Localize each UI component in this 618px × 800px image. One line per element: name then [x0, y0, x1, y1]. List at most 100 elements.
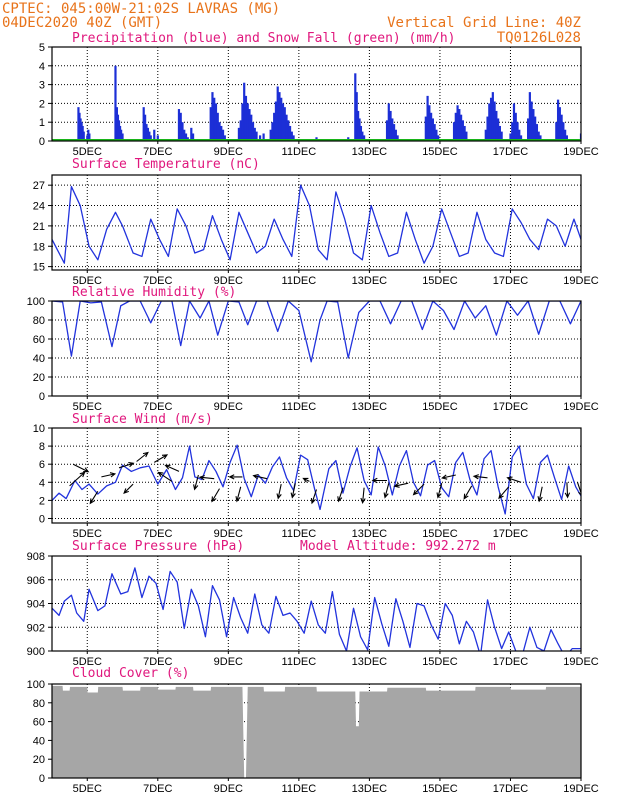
temp-ytick-label: 18: [33, 241, 45, 253]
pres-xtick-label: 11DEC: [282, 656, 317, 668]
precip-bar-63: [283, 107, 286, 141]
pres-title-extra: Model Altitude: 992.272 m: [300, 539, 496, 554]
precip-bar-96: [458, 109, 461, 141]
wind-arrow-0: [72, 463, 90, 473]
precip-bar-56: [271, 122, 274, 141]
precip-bar-49: [250, 114, 253, 141]
precip-bar-47: [246, 103, 249, 141]
precip-bar-130: [562, 122, 565, 141]
precip-bar-72: [355, 92, 358, 141]
temp-ytick-label: 27: [33, 180, 45, 192]
wind-ytick-label: 10: [33, 423, 45, 435]
cloud-xtick-label: 9DEC: [214, 783, 243, 795]
temp-ytick-label: 15: [33, 262, 45, 274]
precip-ytick-label: 4: [39, 61, 45, 73]
wind-ytick-label: 2: [39, 495, 45, 507]
precip-ytick-label: 3: [39, 80, 45, 92]
wind-arrow-21: [360, 487, 366, 504]
precip-bar-97: [459, 114, 463, 141]
precip-bar-114: [514, 112, 517, 141]
precip-bar-86: [426, 95, 429, 141]
precip-bar-78: [385, 120, 389, 141]
precip-bar-127: [556, 99, 560, 141]
panels-group: 0 1 2 3 4 5 5DEC 7DEC 9DEC 11DEC 13DEC 15DEC 17DEC 19…: [27, 31, 599, 795]
precip-bar-51: [253, 127, 256, 141]
temp-title: Surface Temperature (nC): [72, 157, 260, 172]
precip-ytick-label: 5: [39, 42, 45, 54]
precip-bar-64: [285, 114, 288, 141]
rh-xtick-label: 13DEC: [352, 401, 388, 413]
precip-bar-38: [218, 122, 221, 141]
wind-arrow-1: [69, 471, 86, 487]
precip-bar-24: [156, 135, 159, 141]
precip-bar-100: [465, 131, 468, 141]
precip-bar-54: [262, 133, 265, 141]
rh-xtick-label: 7DEC: [143, 401, 172, 413]
wind-arrow-4: [118, 462, 135, 469]
wind-xtick-label: 19DEC: [563, 528, 599, 540]
precip-bar-62: [281, 103, 285, 141]
pres-ytick-label: 906: [27, 575, 45, 587]
precip-bar-66: [288, 125, 292, 141]
wind-arrow-25: [412, 483, 425, 496]
wind-xtick-label: 9DEC: [214, 528, 243, 540]
cloud-xtick-label: 15DEC: [422, 783, 458, 795]
precip-bar-123: [535, 124, 539, 141]
wind-frame: [51, 427, 582, 524]
rh-ytick-label: 60: [33, 334, 45, 346]
precip-bar-81: [391, 118, 394, 141]
precip-bar-112: [511, 122, 514, 141]
temp-xtick-label: 7DEC: [143, 275, 172, 287]
rh-xtick-label: 15DEC: [422, 401, 458, 413]
precip-bar-88: [430, 112, 433, 141]
precip-bar-93: [452, 122, 456, 141]
rh-ytick-label: 80: [33, 315, 45, 327]
precip-bar-58: [274, 101, 278, 141]
wind-arrow-9: [164, 464, 180, 472]
header-model-code: TQ0126L028: [497, 30, 581, 46]
precip-ytick-label: 0: [39, 136, 45, 148]
precip-bar-75: [359, 125, 363, 141]
cloud-ytick-label: 20: [33, 754, 45, 766]
precip-bar-94: [454, 112, 457, 141]
temp-ytick-label: 24: [33, 201, 45, 213]
precip-bar-101: [484, 129, 487, 141]
wind-xtick-label: 5DEC: [73, 528, 102, 540]
precip-bar-27: [181, 122, 184, 141]
precip-bar-45: [243, 82, 246, 141]
precip-bar-108: [497, 118, 500, 141]
precip-bar-67: [290, 131, 293, 141]
temp-xtick-label: 9DEC: [214, 275, 243, 287]
wind-arrow-20: [337, 487, 344, 503]
wind-arrow-5: [136, 451, 149, 462]
wind-arrow-19: [310, 489, 318, 505]
pres-xtick-label: 9DEC: [214, 656, 243, 668]
precip-xtick-label: 19DEC: [563, 146, 599, 158]
precip-title: Precipitation (blue) and Snow Fall (gree…: [72, 31, 456, 46]
wind-xtick-label: 13DEC: [352, 528, 388, 540]
precip-bar-119: [528, 92, 531, 141]
precip-bar-22: [149, 135, 152, 141]
wind-arrow-28: [463, 485, 473, 500]
cloud-data: [52, 685, 581, 778]
precip-bar-111: [509, 133, 512, 141]
cloud-frame: [51, 683, 582, 779]
precip-bar-95: [456, 105, 459, 141]
pres-ytick-label: 902: [27, 622, 45, 634]
precip-bar-46: [244, 95, 248, 141]
rh-xtick-label: 5DEC: [73, 401, 102, 413]
precip-bar-107: [495, 110, 498, 141]
precip-bar-122: [534, 116, 537, 141]
precip-bar-20: [146, 127, 150, 141]
temp-xtick-label: 19DEC: [563, 275, 599, 287]
cloud-xtick-label: 11DEC: [282, 783, 317, 795]
wind-xtick-label: 17DEC: [493, 528, 529, 540]
wind-data: [52, 444, 581, 515]
pres-data: [52, 567, 581, 651]
rh-panel: 0 20 40 60 80 100 5DEC 7DEC 9DEC 11DEC 13DEC 15DEC 1…: [27, 285, 599, 413]
wind-arrow-16: [276, 483, 282, 500]
temp-line: [52, 184, 581, 264]
wind-arrow-14: [235, 486, 242, 503]
pres-xtick-label: 5DEC: [73, 656, 102, 668]
